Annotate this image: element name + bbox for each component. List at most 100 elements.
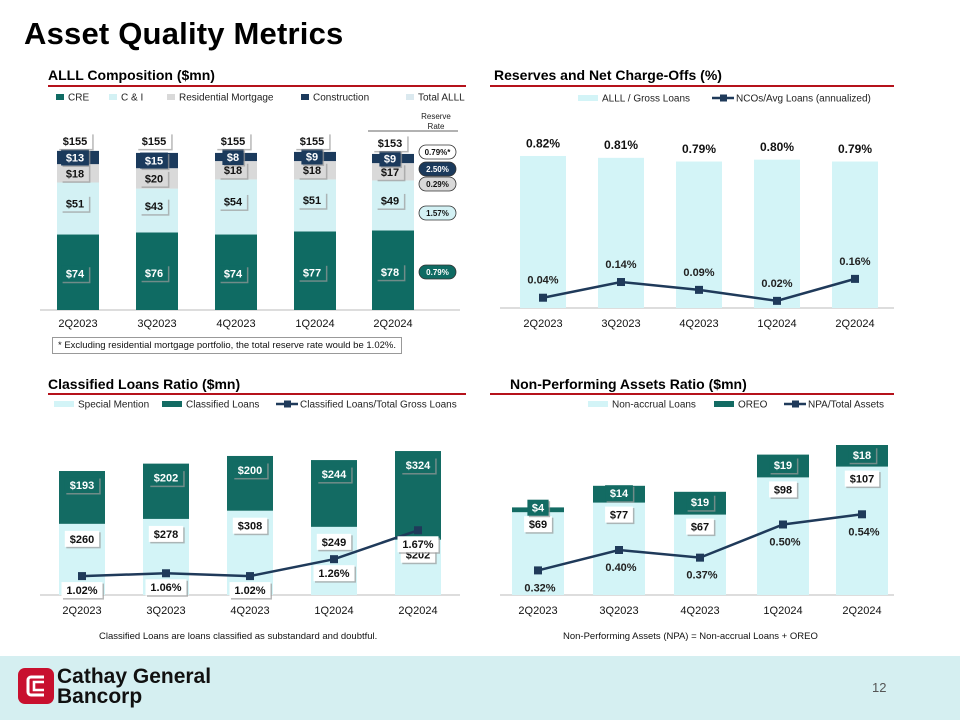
allll-label-cre-2Q2023: $74 xyxy=(66,269,85,281)
company-logo-text: Cathay General Bancorp xyxy=(57,666,211,708)
allll-reserve-pill-c-i xyxy=(418,205,457,221)
allll-label-c-i-3Q2023-box xyxy=(140,198,168,215)
classified-ratio-label-1Q2024-box xyxy=(313,565,355,582)
allll-label-construction-2Q2024-box xyxy=(379,150,401,167)
reserves-nco-label-1Q2024: 0.02% xyxy=(761,278,792,290)
npa-ratio-label-1Q2024: 0.50% xyxy=(769,536,800,548)
allll-label-c-i-4Q2023-box xyxy=(219,193,247,210)
npa-ratio-marker-3Q2023 xyxy=(615,546,623,554)
npa-label-non-accrual-2Q2023: $69 xyxy=(529,519,547,531)
allll-reserve-rate-residential-mortgage: 0.29% xyxy=(426,180,449,189)
npa-ratio-marker-4Q2023 xyxy=(696,553,704,562)
allll-reserve-rate-c-i: 1.57% xyxy=(426,209,449,218)
reserves-bar-label-4Q2023: 0.79% xyxy=(682,142,716,156)
npa-label-oreo-4Q2023: $19 xyxy=(691,497,709,509)
npa-label-non-accrual-2Q2024-box xyxy=(844,470,880,487)
classified-label-special-mention-1Q2024-box xyxy=(316,533,352,550)
npa-label-oreo-4Q2023-box xyxy=(686,494,714,511)
classified-label-special-mention-3Q2023: $278 xyxy=(154,529,178,541)
allll-x-tick-3Q2023: 3Q2023 xyxy=(137,318,176,330)
npa-label-non-accrual-2Q2024: $107 xyxy=(850,474,874,486)
npa-label-non-accrual-4Q2023-box xyxy=(686,518,714,535)
npa-label-non-accrual-2Q2023-box xyxy=(524,516,552,533)
allll-x-tick-1Q2024: 1Q2024 xyxy=(295,318,334,330)
allll-legend-cre: CRE xyxy=(68,93,89,104)
allll-legend-construction: Construction xyxy=(313,93,369,104)
allll-label-cre-2Q2024-box xyxy=(376,263,404,280)
npa-legend-npa-total-assets: NPA/Total Assets xyxy=(808,400,884,411)
npa-legend-oreo: OREO xyxy=(738,400,768,411)
allll-x-tick-2Q2024: 2Q2024 xyxy=(373,318,412,330)
classified-x-tick-3Q2023: 3Q2023 xyxy=(146,605,185,617)
allll-label-cre-2Q2023-box xyxy=(61,265,89,282)
allll-title-rule xyxy=(48,85,466,87)
reserves-nco-marker-2Q2023 xyxy=(539,293,547,302)
classified-ratio-marker-3Q2023 xyxy=(162,569,170,578)
classified-label-special-mention-4Q2023-box xyxy=(232,517,268,534)
allll-label-construction-3Q2023: $15 xyxy=(145,156,163,168)
allll-total-label-3Q2023-box xyxy=(136,132,172,149)
classified-ratio-label-3Q2023-box xyxy=(145,579,187,596)
classified-label-classified-loans-4Q2023: $200 xyxy=(238,465,262,477)
npa-legend-non-accrual-loans-swatch xyxy=(588,401,608,407)
allll-legend-construction-swatch xyxy=(301,94,309,100)
allll-legend-residential-mortgage-swatch xyxy=(167,94,175,100)
classified-title: Classified Loans Ratio ($mn) xyxy=(48,376,241,392)
reserves-nco-marker-1Q2024 xyxy=(773,296,781,305)
npa-footnote: Non-Performing Assets (NPA) = Non-accrua… xyxy=(563,631,818,642)
allll-label-c-i-2Q2023: $51 xyxy=(66,198,84,210)
reserves-x-tick-2Q2023: 2Q2023 xyxy=(523,318,562,330)
allll-label-cre-3Q2023-box xyxy=(140,264,168,281)
allll-label-c-i-1Q2024: $51 xyxy=(303,195,321,207)
classified-label-classified-loans-2Q2023: $193 xyxy=(70,480,94,492)
npa-ratio-label-2Q2024: 0.54% xyxy=(848,526,879,538)
allll-total-label-2Q2023: $155 xyxy=(63,136,87,148)
classified-label-classified-loans-1Q2024: $244 xyxy=(322,469,347,481)
allll-reserve-rate-cre: 0.79% xyxy=(426,268,449,277)
charts-canvas: CRE C & I Residential Mortgage Construction… xyxy=(40,93,894,617)
allll-label-residential-mortgage-1Q2024: $18 xyxy=(303,165,321,177)
npa-x-tick-1Q2024: 1Q2024 xyxy=(763,605,802,617)
classified-label-special-mention-4Q2023: $308 xyxy=(238,521,262,533)
classified-label-special-mention-2Q2023-box xyxy=(64,530,100,547)
allll-reserve-pill-cre xyxy=(418,264,457,280)
classified-label-classified-loans-1Q2024-box xyxy=(316,466,352,483)
allll-title: ALLL Composition ($mn) xyxy=(48,67,215,83)
classified-footnote: Classified Loans are loans classified as… xyxy=(99,631,378,642)
reserves-bar-label-1Q2024: 0.80% xyxy=(760,140,794,154)
classified-legend-special-mention-swatch xyxy=(54,401,74,407)
allll-x-tick-4Q2023: 4Q2023 xyxy=(216,318,255,330)
allll-label-residential-mortgage-4Q2023: $18 xyxy=(224,165,242,177)
classified-label-classified-loans-2Q2023-box xyxy=(64,477,100,494)
reserves-x-tick-2Q2024: 2Q2024 xyxy=(835,318,874,330)
classified-ratio-label-3Q2023: 1.06% xyxy=(150,582,181,594)
npa-title-rule xyxy=(490,393,894,395)
allll-label-cre-1Q2024-box xyxy=(298,264,326,281)
classified-label-classified-loans-3Q2023: $202 xyxy=(154,473,178,485)
classified-ratio-label-2Q2023: 1.02% xyxy=(66,585,97,597)
allll-reserve-header-1: Reserve xyxy=(421,112,451,121)
reserves-bar-2Q2023 xyxy=(520,155,566,308)
npa-label-oreo-2Q2024-box xyxy=(848,446,876,463)
npa-x-tick-4Q2023: 4Q2023 xyxy=(680,605,719,617)
allll-total-label-4Q2023: $155 xyxy=(221,136,245,148)
allll-label-cre-4Q2023-box xyxy=(219,265,247,282)
classified-ratio-label-2Q2024-box xyxy=(397,536,439,553)
npa-ratio-label-4Q2023: 0.37% xyxy=(686,570,717,582)
page-number: 12 xyxy=(872,680,887,695)
npa-label-oreo-2Q2024: $18 xyxy=(853,450,871,462)
allll-total-label-3Q2023: $155 xyxy=(142,136,166,148)
allll-legend-total-alll-swatch xyxy=(406,94,414,100)
reserves-nco-label-2Q2024: 0.16% xyxy=(839,256,870,268)
classified-label-classified-loans-2Q2024: $324 xyxy=(406,460,431,472)
classified-ratio-label-4Q2023: 1.02% xyxy=(234,585,265,597)
classified-label-special-mention-3Q2023-box xyxy=(148,525,184,542)
reserves-legend-alll-gross-loans-swatch xyxy=(578,95,598,101)
classified-legend-classified-loans: Classified Loans xyxy=(186,400,259,411)
classified-legend-special-mention: Special Mention xyxy=(78,400,149,411)
allll-x-tick-2Q2023: 2Q2023 xyxy=(58,318,97,330)
allll-label-construction-2Q2023: $13 xyxy=(66,152,84,164)
allll-label-c-i-1Q2024-box xyxy=(298,192,326,209)
logo-line-2: Bancorp xyxy=(57,685,143,708)
reserves-nco-marker-2Q2024 xyxy=(851,274,859,283)
